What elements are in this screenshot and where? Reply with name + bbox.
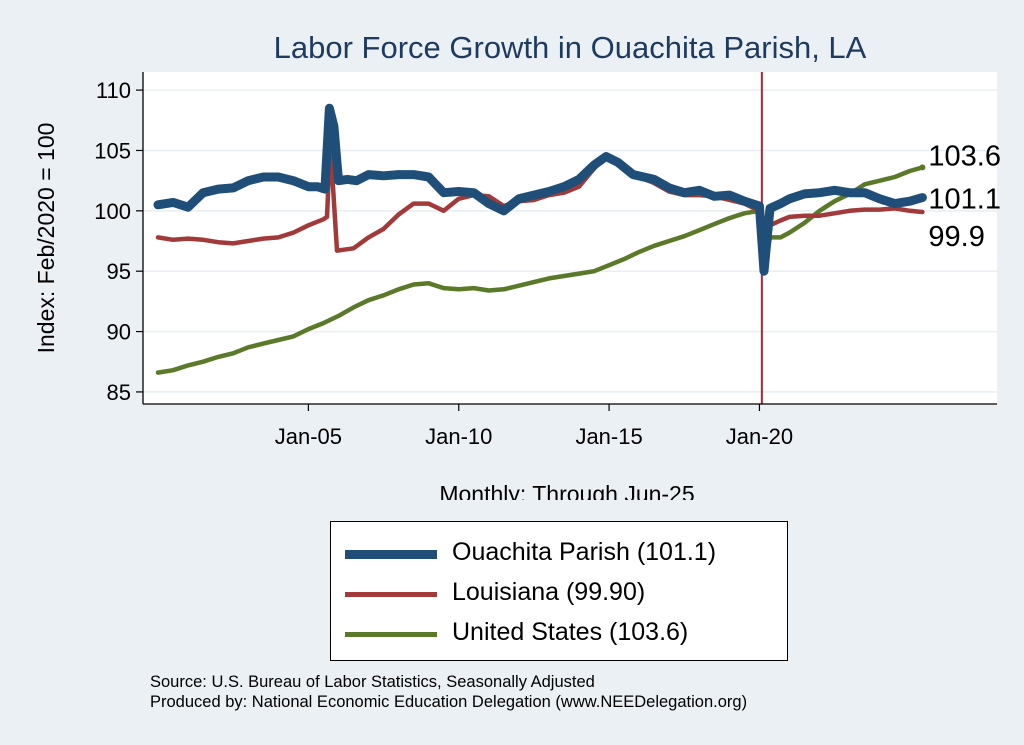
axes: 85 90 95 100 105 110 Jan-05 Jan-10 Jan-15 Jan-20 [94, 72, 997, 449]
series-line-0 [153, 103, 927, 276]
end-labels: 101.1 99.9 103.6 [919, 140, 1001, 253]
legend-item-united-states: United States (103.6) [331, 614, 787, 654]
y-tick-label-110: 110 [96, 78, 131, 103]
line-chart: Labor Force Growth in Ouachita Parish, L… [33, 30, 1001, 500]
y-tick-label-90: 90 [107, 320, 131, 345]
legend-label-united-states: United States (103.6) [452, 618, 689, 646]
chart-title: Labor Force Growth in Ouachita Parish, L… [274, 30, 867, 65]
end-label-2: 103.6 [928, 140, 1001, 172]
source-line: Source: U.S. Bureau of Labor Statistics,… [150, 673, 595, 691]
y-tick-label-100: 100 [94, 199, 131, 224]
gridlines [143, 89, 997, 393]
y-axis-label: Index: Feb/2020 = 100 [33, 123, 59, 354]
series-layer [153, 103, 927, 375]
series-line-2 [155, 165, 925, 375]
us-end-dot [919, 164, 926, 171]
legend-swatch-ouachita [345, 550, 437, 559]
x-axis-label: Monthly: Through Jun-25 [439, 481, 694, 500]
legend-label-louisiana: Louisiana (99.90) [452, 578, 646, 606]
x-tick-label-Jan-15: Jan-15 [575, 424, 642, 449]
plot-area [143, 72, 997, 404]
y-tick-label-95: 95 [107, 259, 131, 284]
legend-label-ouachita: Ouachita Parish (101.1) [452, 538, 717, 566]
x-tick-label-Jan-20: Jan-20 [726, 424, 793, 449]
x-tick-label-Jan-10: Jan-10 [425, 424, 492, 449]
y-tick-label-105: 105 [94, 138, 131, 163]
source-note: Source: U.S. Bureau of Labor Statistics,… [150, 672, 747, 712]
legend: Ouachita Parish (101.1) Louisiana (99.90… [330, 521, 788, 661]
x-tick-label-Jan-05: Jan-05 [275, 424, 342, 449]
series-line-1 [155, 144, 925, 268]
legend-swatch-united-states [345, 632, 437, 637]
y-tick-label-85: 85 [107, 380, 131, 405]
legend-item-ouachita: Ouachita Parish (101.1) [331, 534, 787, 574]
legend-swatch-louisiana [345, 592, 437, 597]
end-label-1: 99.9 [928, 221, 984, 253]
legend-item-louisiana: Louisiana (99.90) [331, 574, 787, 614]
produced-by-line: Produced by: National Economic Education… [150, 693, 748, 711]
end-label-0: 101.1 [928, 184, 1001, 216]
